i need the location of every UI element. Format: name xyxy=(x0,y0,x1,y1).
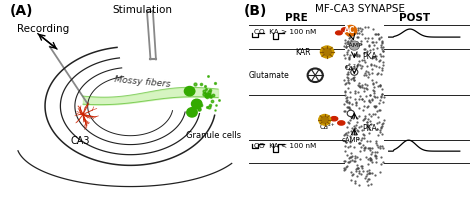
Text: AC: AC xyxy=(344,26,356,35)
Circle shape xyxy=(187,108,197,117)
Ellipse shape xyxy=(341,28,348,32)
Text: POST: POST xyxy=(399,13,430,23)
Text: KAR: KAR xyxy=(295,49,310,57)
Circle shape xyxy=(323,48,331,56)
Circle shape xyxy=(345,25,356,36)
Text: Mossy fibers: Mossy fibers xyxy=(114,75,171,89)
Text: Ca²⁺: Ca²⁺ xyxy=(345,65,360,71)
Text: cAMP: cAMP xyxy=(341,137,360,143)
Text: CO  KA > 100 nM: CO KA > 100 nM xyxy=(254,29,316,35)
Text: Granule cells: Granule cells xyxy=(186,131,241,140)
Text: Ca²⁺: Ca²⁺ xyxy=(320,124,336,130)
Circle shape xyxy=(347,110,354,117)
Text: (B): (B) xyxy=(244,4,267,18)
Text: CA3: CA3 xyxy=(71,136,91,146)
Text: CO  KA < 100 nM: CO KA < 100 nM xyxy=(254,143,316,149)
Text: MF-CA3 SYNAPSE: MF-CA3 SYNAPSE xyxy=(315,4,405,14)
Text: (A): (A) xyxy=(9,4,33,18)
Circle shape xyxy=(321,116,328,123)
Text: Stimulation: Stimulation xyxy=(112,5,172,15)
Ellipse shape xyxy=(337,121,345,125)
Text: Recording: Recording xyxy=(17,24,69,34)
Circle shape xyxy=(184,86,195,96)
Ellipse shape xyxy=(336,31,342,35)
Circle shape xyxy=(191,99,202,109)
Circle shape xyxy=(349,41,359,50)
Text: PKA: PKA xyxy=(363,124,377,133)
Circle shape xyxy=(351,69,358,75)
Circle shape xyxy=(319,114,331,125)
Ellipse shape xyxy=(330,117,337,121)
Text: cAMP: cAMP xyxy=(346,43,363,48)
Circle shape xyxy=(320,46,334,58)
Text: Glutamate: Glutamate xyxy=(248,71,289,80)
Text: PKA: PKA xyxy=(363,52,377,61)
Text: PRE: PRE xyxy=(285,13,308,23)
